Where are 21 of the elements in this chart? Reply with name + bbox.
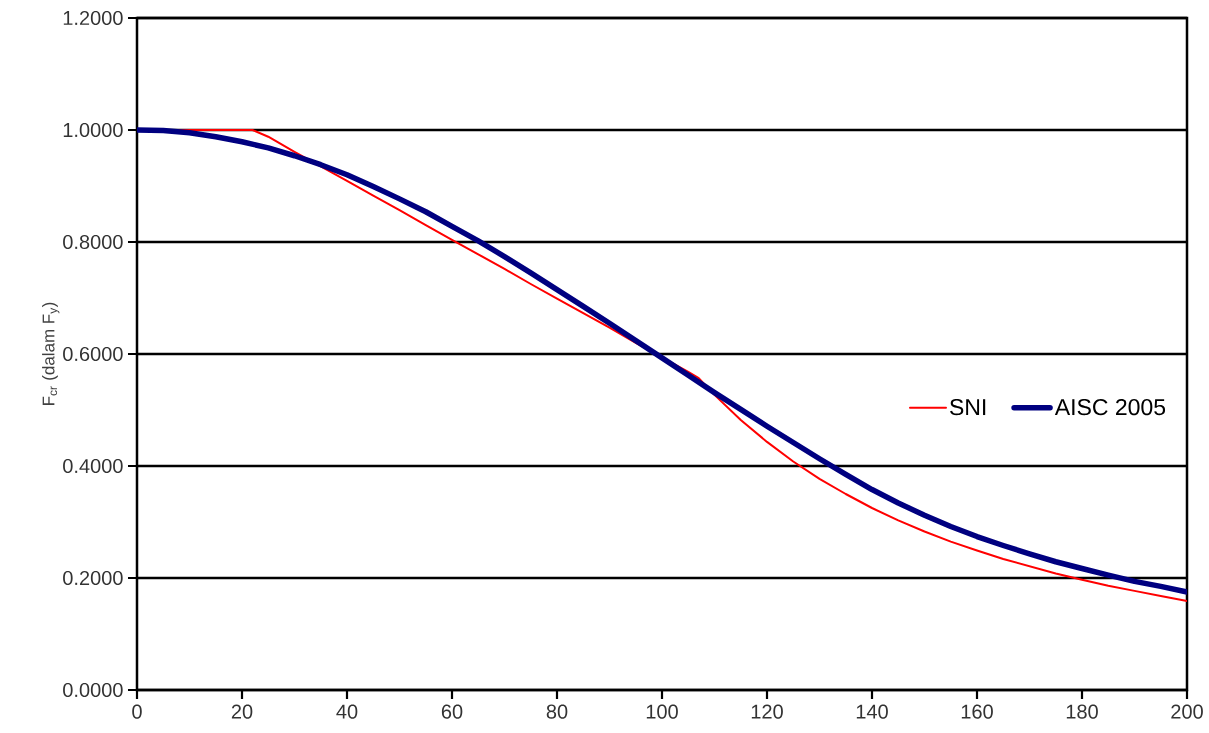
y-tick-label: 1.2000 bbox=[63, 10, 123, 26]
x-tick-label: 200 bbox=[1171, 704, 1203, 719]
x-tick-label: 40 bbox=[336, 704, 358, 719]
x-tick-label: 140 bbox=[856, 704, 888, 719]
x-tick-label: 100 bbox=[646, 704, 678, 719]
y-tick-label: 0.6000 bbox=[63, 346, 123, 362]
y-tick-label: 0.8000 bbox=[63, 234, 123, 250]
x-tick-label: 60 bbox=[441, 704, 463, 719]
x-tick-label: 180 bbox=[1066, 704, 1098, 719]
x-tick-label: 0 bbox=[132, 704, 142, 719]
y-axis-title: F$_{cr}$ (dalam F$_{y}$) bbox=[42, 302, 60, 405]
y-tick-label: 0.2000 bbox=[63, 570, 123, 586]
x-tick-label: 120 bbox=[751, 704, 783, 719]
x-tick-label: 160 bbox=[961, 704, 993, 719]
legend-label: SNI bbox=[950, 398, 986, 416]
y-tick-label: 1.0000 bbox=[63, 122, 123, 138]
y-tick-label: 0.0000 bbox=[63, 682, 123, 698]
x-tick-label: 20 bbox=[231, 704, 253, 719]
x-tick-label: 80 bbox=[546, 704, 568, 719]
legend-label: AISC 2005 bbox=[1054, 398, 1166, 416]
y-tick-label: 0.4000 bbox=[63, 458, 123, 474]
